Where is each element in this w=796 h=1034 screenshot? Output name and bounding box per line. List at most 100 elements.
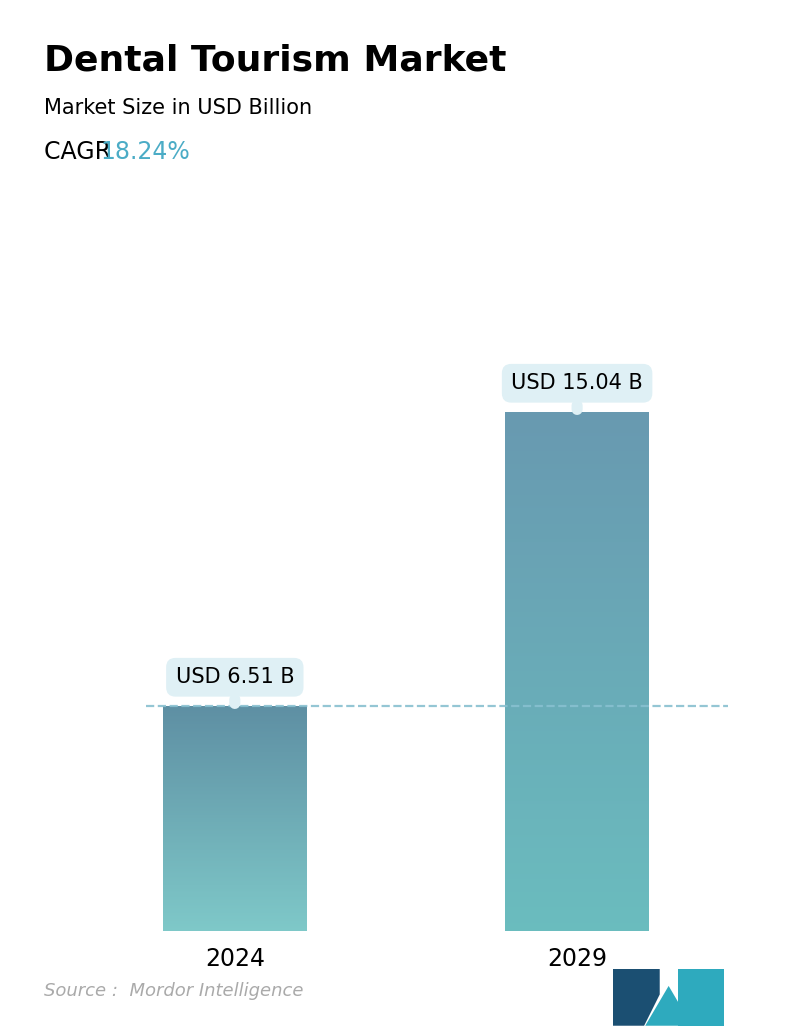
Bar	[163, 893, 306, 894]
Bar	[163, 837, 306, 838]
Bar	[163, 800, 306, 801]
Bar	[163, 892, 306, 893]
Bar	[505, 599, 649, 602]
Bar	[163, 803, 306, 804]
Bar	[505, 633, 649, 635]
Bar	[505, 607, 649, 609]
Bar	[505, 560, 649, 562]
Bar	[163, 874, 306, 875]
Bar	[505, 508, 649, 511]
Bar	[505, 772, 649, 776]
Bar	[505, 770, 649, 772]
Bar	[505, 581, 649, 583]
Bar	[505, 884, 649, 886]
Bar	[505, 568, 649, 571]
Bar	[163, 777, 306, 778]
Bar	[163, 841, 306, 842]
Bar	[163, 896, 306, 899]
Bar	[505, 614, 649, 617]
Bar	[505, 827, 649, 829]
Bar	[505, 783, 649, 786]
Bar	[163, 707, 306, 708]
Bar	[505, 643, 649, 645]
Bar	[505, 793, 649, 796]
Bar	[163, 727, 306, 728]
Bar	[505, 588, 649, 591]
Bar	[505, 446, 649, 449]
Bar	[505, 728, 649, 731]
Bar	[163, 719, 306, 720]
Bar	[163, 899, 306, 900]
Bar	[505, 420, 649, 423]
Bar	[505, 602, 649, 604]
Bar	[505, 765, 649, 767]
Bar	[505, 523, 649, 526]
Bar	[163, 768, 306, 769]
Bar	[505, 500, 649, 503]
Bar	[505, 869, 649, 871]
Bar	[163, 746, 306, 747]
Bar	[505, 778, 649, 781]
Bar	[163, 866, 306, 868]
Bar	[163, 747, 306, 748]
Bar	[505, 562, 649, 566]
Bar	[505, 521, 649, 523]
Bar	[163, 798, 306, 799]
Bar	[163, 918, 306, 919]
Bar	[505, 459, 649, 461]
Bar	[505, 809, 649, 812]
Bar	[163, 760, 306, 761]
Bar	[505, 865, 649, 869]
Bar	[163, 859, 306, 860]
Bar	[163, 804, 306, 807]
Bar	[163, 835, 306, 837]
Bar	[163, 880, 306, 881]
Text: USD 6.51 B: USD 6.51 B	[175, 667, 295, 703]
Bar	[163, 863, 306, 864]
Bar	[505, 850, 649, 853]
Bar	[163, 791, 306, 793]
Bar	[505, 845, 649, 848]
Bar	[505, 638, 649, 640]
Bar	[163, 923, 306, 925]
Bar	[505, 871, 649, 874]
Bar	[505, 702, 649, 705]
Bar	[505, 435, 649, 438]
Bar	[163, 795, 306, 796]
Bar	[163, 913, 306, 914]
Bar	[163, 885, 306, 886]
Bar	[505, 666, 649, 669]
Bar	[163, 844, 306, 846]
Bar	[505, 550, 649, 552]
Bar	[505, 700, 649, 702]
Bar	[163, 927, 306, 929]
Bar	[505, 894, 649, 896]
Bar	[505, 721, 649, 723]
Bar	[505, 889, 649, 891]
Bar	[505, 829, 649, 832]
Bar	[505, 622, 649, 625]
Bar	[505, 628, 649, 630]
Bar	[505, 843, 649, 845]
Bar	[163, 921, 306, 922]
Bar	[163, 716, 306, 717]
Bar	[163, 780, 306, 781]
Bar	[163, 713, 306, 714]
Bar	[505, 848, 649, 850]
Bar	[505, 534, 649, 537]
Bar	[505, 781, 649, 783]
Bar	[505, 733, 649, 736]
Bar	[163, 829, 306, 830]
Bar	[163, 721, 306, 722]
Bar	[505, 739, 649, 741]
Bar	[163, 742, 306, 743]
Bar	[505, 832, 649, 834]
Bar	[163, 771, 306, 772]
Bar	[163, 906, 306, 907]
Bar	[505, 531, 649, 534]
Bar	[163, 720, 306, 721]
Bar	[505, 576, 649, 578]
Bar	[505, 881, 649, 884]
Bar	[163, 774, 306, 776]
Bar	[163, 826, 306, 827]
